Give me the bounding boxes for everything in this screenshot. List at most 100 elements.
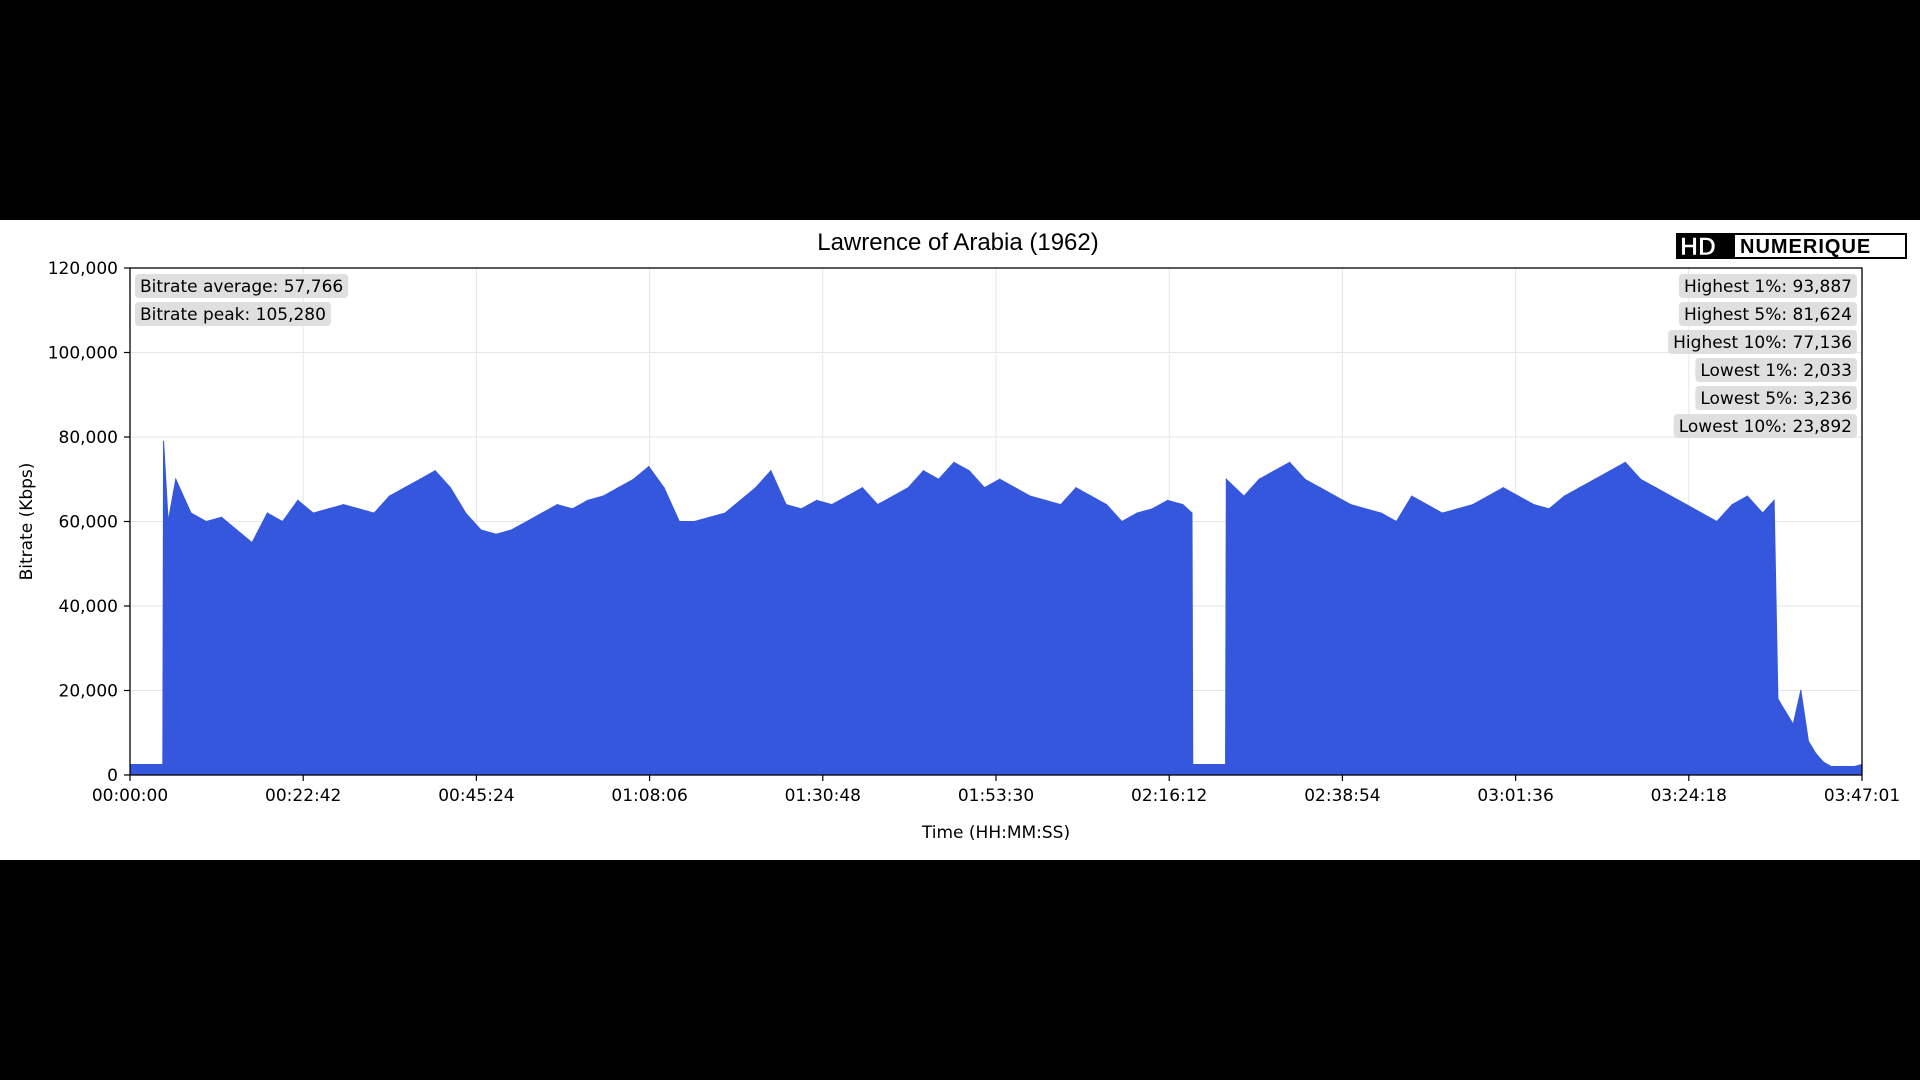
y-tick-label: 80,000 [59, 428, 118, 448]
bitrate-point [1136, 512, 1138, 514]
bitrate-point [162, 763, 164, 766]
bitrate-point [816, 499, 818, 501]
bitrate-point [1258, 478, 1260, 480]
bitrate-point [1830, 765, 1832, 768]
stat-text: Lowest 5%: 3,236 [1700, 389, 1852, 409]
bitrate-point [1800, 689, 1802, 692]
stat-box [135, 302, 331, 326]
stat-item: Highest 5%: 81,624 [1678, 302, 1857, 326]
bitrate-point [1304, 478, 1306, 480]
bitrate-point [1807, 740, 1810, 742]
bitrate-point [236, 529, 238, 531]
y-tick-label: 20,000 [59, 682, 118, 702]
y-tick-label: 120,000 [48, 259, 118, 279]
bitrate-point [281, 520, 284, 523]
bitrate-point [373, 512, 375, 514]
bitrate-point [846, 495, 848, 497]
bitrate-point [465, 512, 467, 514]
bitrate-point [1151, 508, 1153, 510]
bitrate-point [1502, 487, 1504, 489]
stat-item: Bitrate average: 57,766 [135, 274, 349, 298]
bitrate-point [388, 495, 390, 497]
bitrate-point [1472, 504, 1474, 506]
bitrate-point [358, 508, 360, 510]
chart-panel: Lawrence of Arabia (1962) HD NUMERIQUE 0… [0, 220, 1920, 860]
x-tick-label: 01:53:30 [958, 786, 1034, 806]
bitrate-point [709, 516, 711, 518]
y-tick-label: 0 [107, 766, 118, 786]
stat-box [135, 274, 349, 298]
stat-text: Bitrate average: 57,766 [140, 277, 343, 297]
bitrate-point [162, 440, 165, 442]
bitrate-point [602, 495, 604, 497]
bitrate-point [1075, 487, 1077, 489]
stat-box [1695, 386, 1857, 410]
x-tick-label: 03:47:01 [1824, 786, 1900, 806]
bitrate-point [1784, 711, 1787, 713]
bitrate-point [1192, 763, 1194, 766]
stat-text: Highest 5%: 81,624 [1684, 305, 1852, 325]
bitrate-point [1578, 487, 1581, 489]
bitrate-point [1517, 495, 1520, 497]
bitrate-point [556, 504, 558, 506]
bitrate-point [327, 508, 329, 510]
x-tick-label: 02:16:12 [1131, 786, 1207, 806]
bitrate-point [419, 478, 421, 480]
bitrate-point [266, 512, 268, 514]
stats-left: Bitrate average: 57,766 Bitrate peak: 105… [135, 274, 349, 326]
bitrate-point [999, 478, 1001, 480]
bitrate-point [953, 461, 955, 463]
y-tick-label: 40,000 [59, 597, 118, 617]
stat-item: Highest 10%: 77,136 [1668, 330, 1857, 354]
stat-box [1678, 302, 1857, 326]
bitrate-point [1624, 461, 1626, 463]
bitrate-point [1319, 487, 1321, 489]
bitrate-point [907, 487, 909, 489]
x-tick-label: 00:22:42 [265, 786, 341, 806]
bitrate-point [312, 512, 314, 514]
bitrate-point [541, 512, 543, 514]
bitrate-point [1090, 495, 1092, 497]
bitrate-point [1456, 508, 1459, 510]
x-tick-label: 00:00:00 [92, 786, 168, 806]
bitrate-point [1182, 504, 1184, 506]
stat-box [1668, 330, 1857, 354]
bitrate-point [571, 508, 574, 510]
logo-inner-box [1735, 235, 1905, 257]
bitrate-point [1762, 512, 1764, 514]
bitrate-point [587, 499, 589, 501]
bitrate-point [251, 542, 253, 544]
bitrate-point [175, 478, 177, 480]
bitrate-point [1594, 478, 1596, 480]
bitrate-point [1380, 512, 1382, 514]
bitrate-point [1029, 495, 1031, 497]
bitrate-point [1815, 753, 1817, 755]
bitrate-point [877, 504, 879, 506]
bitrate-point [205, 520, 207, 523]
bitrate-point [404, 487, 406, 489]
bitrate-point [1701, 512, 1703, 514]
bitrate-point [678, 520, 680, 523]
bitrate-point [1395, 520, 1398, 523]
bitrate-point [1845, 765, 1848, 768]
stat-item: Lowest 10%: 23,892 [1673, 414, 1857, 438]
bitrate-point [1746, 495, 1749, 497]
bitrate-point [968, 470, 970, 472]
x-tick-label: 01:08:06 [611, 786, 687, 806]
y-axis-ticks: 0 20,000 40,000 60,000 80,000 100,000 120,000 [48, 259, 130, 786]
stats-right: Highest 1%: 93,887 Highest 5%: 81,624 High… [1668, 274, 1857, 438]
x-tick-label: 00:45:24 [438, 786, 514, 806]
bitrate-point [1548, 508, 1550, 510]
stat-item: Highest 1%: 93,887 [1678, 274, 1857, 298]
bitrate-point [1639, 478, 1642, 480]
bitrate-area [129, 441, 1863, 776]
bitrate-point [1334, 495, 1337, 497]
bitrate-point [922, 470, 925, 472]
y-tick-label: 100,000 [48, 344, 118, 364]
bitrate-point [800, 508, 802, 510]
bitrate-point [663, 487, 665, 489]
bitrate-point [1044, 499, 1047, 501]
bitrate-point [1441, 512, 1443, 514]
bitrate-point [983, 487, 986, 489]
stat-item: Bitrate peak: 105,280 [135, 302, 331, 326]
